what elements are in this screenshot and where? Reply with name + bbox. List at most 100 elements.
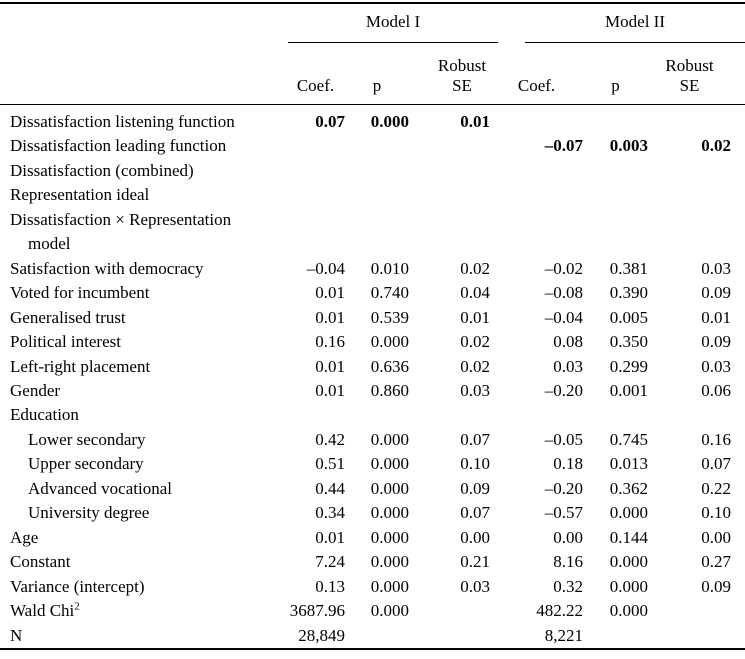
cell-m1-p: 0.539 <box>370 307 409 327</box>
row-label: Advanced vocational <box>28 478 172 498</box>
table-row: University degree 0.34 0.000 0.07 –0.57 0.000… <box>0 501 745 525</box>
cell-m2-coef: 0.03 <box>553 356 584 376</box>
table-row: Left-right placement 0.01 0.636 0.02 0.03 0.2… <box>0 355 745 379</box>
cell-m2-se: 0.16 <box>701 429 732 449</box>
subheader-row: Coef. p Robust SE Coef. p Robust SE <box>0 43 745 105</box>
cell-m1-se <box>409 403 490 427</box>
cell-m2-coef <box>490 183 583 207</box>
cell-m2-p: 0.001 <box>609 380 649 400</box>
column-header-coef-m1: Coef. <box>286 43 345 105</box>
row-label: Political interest <box>10 332 121 352</box>
cell-m2-coef: –0.57 <box>544 503 584 523</box>
row-label: Constant <box>10 552 71 572</box>
cell-m2-coef: –0.20 <box>544 380 584 400</box>
row-label: Dissatisfaction × Representation model <box>0 208 286 257</box>
cell-m2-se: 0.03 <box>701 258 732 278</box>
cell-m1-coef: –0.04 <box>306 258 345 278</box>
cell-m1-coef <box>286 208 345 257</box>
cell-m1-se <box>409 599 490 623</box>
cell-m1-coef: 0.44 <box>315 478 345 498</box>
table-row: Dissatisfaction × Representation model <box>0 208 745 257</box>
cell-m2-se: 0.09 <box>701 576 732 596</box>
cell-m2-p: 0.390 <box>609 283 649 303</box>
cell-m2-p <box>583 208 648 257</box>
cell-m1-coef: 28,849 <box>298 625 345 645</box>
cell-m2-p: 0.000 <box>609 576 649 596</box>
cell-m2-p: 0.000 <box>609 552 649 572</box>
row-label: Representation ideal <box>10 185 150 205</box>
cell-m1-se: 0.02 <box>460 356 491 376</box>
row-label: Generalised trust <box>10 307 126 327</box>
model1-column-group: Model I <box>286 3 499 43</box>
row-label: N <box>10 625 23 645</box>
row-label: Satisfaction with democracy <box>10 258 204 278</box>
cell-m1-p <box>345 624 409 649</box>
cell-m2-p: 0.745 <box>609 429 649 449</box>
cell-m2-se: 0.09 <box>701 283 732 303</box>
table-row: Constant 7.24 0.000 0.21 8.16 0.000 0.27 <box>0 550 745 574</box>
superscript: 2 <box>74 600 80 613</box>
cell-m2-coef: –0.20 <box>544 478 584 498</box>
cell-m2-p <box>583 624 648 649</box>
spanner-row: Model I Model II <box>0 3 745 105</box>
row-label: Wald Chi2 <box>10 600 80 621</box>
cell-m2-coef <box>490 159 583 183</box>
cell-m1-se: 0.03 <box>460 576 491 596</box>
cell-m1-p: 0.000 <box>370 601 409 621</box>
table-row: Representation ideal <box>0 183 745 207</box>
cell-m1-coef <box>286 134 345 158</box>
cell-m2-p: 0.003 <box>609 136 649 156</box>
cell-m1-p: 0.000 <box>370 503 409 523</box>
cell-m1-p: 0.740 <box>370 283 409 303</box>
cell-m2-coef <box>490 105 583 135</box>
table-body: Dissatisfaction listening function 0.07 0.… <box>0 105 745 649</box>
table-row: Generalised trust 0.01 0.539 0.01 –0.04 0.005… <box>0 306 745 330</box>
cell-m1-coef: 0.34 <box>315 503 345 523</box>
cell-m1-p: 0.000 <box>370 478 409 498</box>
row-label: Upper secondary <box>28 454 144 474</box>
cell-m1-se: 0.03 <box>460 380 491 400</box>
cell-m1-p <box>345 183 409 207</box>
cell-m2-p: 0.013 <box>609 454 649 474</box>
column-header-se-m1: Robust SE <box>409 43 491 105</box>
model2-label: Model II <box>605 12 665 31</box>
cell-m2-coef: 8.16 <box>553 552 584 572</box>
cell-m1-se: 0.07 <box>460 503 491 523</box>
cell-m2-coef: 8,221 <box>544 625 584 645</box>
cell-m2-coef: –0.04 <box>544 307 584 327</box>
row-label: Dissatisfaction leading function <box>10 136 227 156</box>
column-header-se-m2: Robust SE <box>648 43 745 105</box>
table-row: Age 0.01 0.000 0.00 0.00 0.144 0.00 <box>0 526 745 550</box>
table-row: Upper secondary 0.51 0.000 0.10 0.18 0.013 0.0… <box>0 452 745 476</box>
cell-m1-p: 0.000 <box>370 552 409 572</box>
cell-m2-se <box>648 599 745 623</box>
table-row: Satisfaction with democracy –0.04 0.010 0.0… <box>0 257 745 281</box>
cell-m2-p <box>583 159 648 183</box>
cell-m1-p: 0.000 <box>370 429 409 449</box>
cell-m2-se: 0.22 <box>701 478 732 498</box>
cell-m2-coef: –0.08 <box>544 283 584 303</box>
cell-m1-se: 0.04 <box>460 283 491 303</box>
cell-m2-se <box>648 183 745 207</box>
cell-m1-se: 0.02 <box>460 332 491 352</box>
cell-m1-se: 0.00 <box>460 527 491 547</box>
row-label: Education <box>10 405 79 425</box>
cell-m2-se: 0.27 <box>701 552 732 572</box>
cell-m1-coef: 0.42 <box>315 429 345 449</box>
cell-m2-se <box>648 624 745 649</box>
model1-spanner-rule: Model I <box>288 12 499 43</box>
model1-label: Model I <box>365 12 421 31</box>
table-row: Variance (intercept) 0.13 0.000 0.03 0.32 0.0… <box>0 575 745 599</box>
cell-m1-se <box>409 134 490 158</box>
cell-m2-se: 0.02 <box>701 136 732 156</box>
cell-m2-coef: –0.02 <box>544 258 584 278</box>
corner-cell <box>0 3 286 105</box>
table-row: Voted for incumbent 0.01 0.740 0.04 –0.08 0.3… <box>0 281 745 305</box>
row-label: Age <box>10 527 39 547</box>
cell-m1-coef: 0.01 <box>315 283 345 303</box>
cell-m1-p: 0.000 <box>370 454 409 474</box>
cell-m1-coef <box>286 403 345 427</box>
column-header-p-m1: p <box>345 43 409 105</box>
cell-m1-coef: 0.16 <box>315 332 345 352</box>
cell-m1-coef: 0.01 <box>315 380 345 400</box>
